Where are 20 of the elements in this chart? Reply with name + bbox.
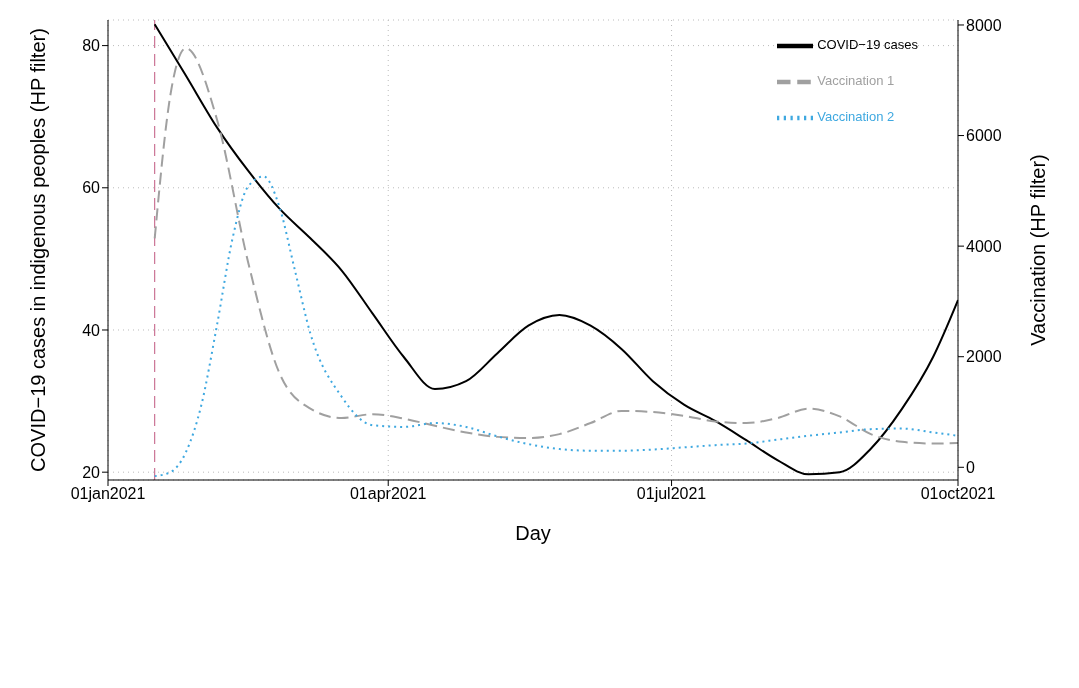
y2-axis-title: Vaccination (HP filter) bbox=[1027, 154, 1050, 346]
y2-tick-label: 6000 bbox=[966, 127, 1002, 145]
y-axis-title: COVID−19 cases in indigenous peoples (HP filter) bbox=[27, 28, 50, 472]
y-tick-label: 20 bbox=[82, 463, 101, 481]
legend-label: COVID−19 cases bbox=[817, 37, 918, 53]
legend-label: Vaccination 2 bbox=[817, 109, 895, 125]
y-tick-label: 40 bbox=[82, 321, 101, 339]
y2-tick-label: 8000 bbox=[966, 16, 1002, 34]
y2-tick-label: 0 bbox=[966, 458, 975, 476]
y2-tick-label: 2000 bbox=[966, 348, 1002, 366]
x-tick-label: 01apr2021 bbox=[349, 485, 427, 503]
x-tick-label: 01oct2021 bbox=[920, 485, 996, 503]
x-tick-label: 01jan2021 bbox=[70, 485, 146, 503]
x-tick-label: 01jul2021 bbox=[636, 485, 707, 503]
line-series bbox=[153, 175, 958, 478]
x-axis-title: Day bbox=[515, 522, 551, 544]
y-tick-label: 80 bbox=[82, 37, 101, 55]
y-tick-label: 60 bbox=[82, 179, 101, 197]
y2-tick-label: 4000 bbox=[966, 237, 1002, 255]
legend-label: Vaccination 1 bbox=[817, 73, 895, 89]
